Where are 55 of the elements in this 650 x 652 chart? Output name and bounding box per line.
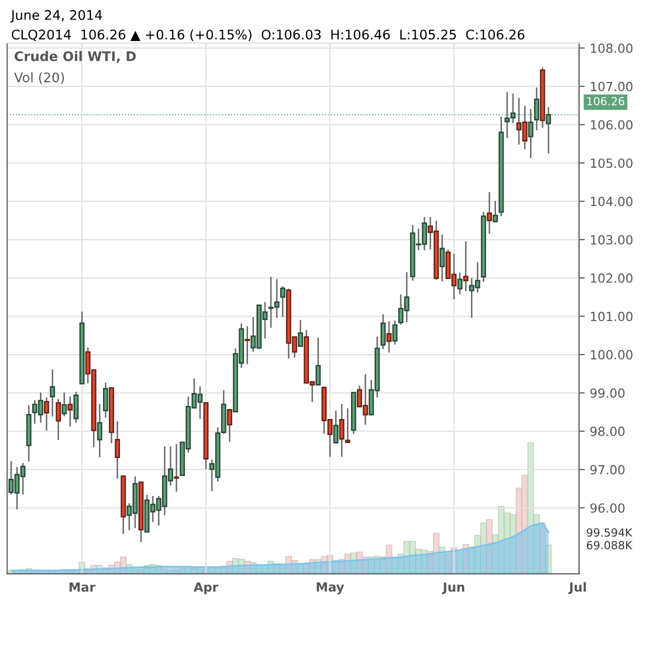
candlestick: [463, 240, 468, 292]
candlestick: [56, 398, 61, 441]
candlestick: [339, 403, 344, 458]
candlestick: [73, 391, 79, 424]
candlestick: [44, 396, 50, 432]
bar: [456, 552, 464, 574]
y-tick-label: 105.00: [590, 158, 632, 168]
y-tick-label: 104.00: [590, 196, 632, 206]
annotation: Vol (20): [14, 72, 64, 84]
y-tick-label: 98.00: [590, 426, 625, 436]
y-tick-label: 103.00: [590, 235, 632, 245]
x-tick-label: May: [316, 582, 344, 594]
candlestick: [103, 382, 108, 418]
candlestick: [386, 320, 392, 354]
chart-subtitle: CLQ2014 106.26 ▲ +0.16 (+0.15%) O:106.03 H:106.46 L:105.25 C:106.26: [12, 29, 524, 42]
y2-tick-label: 69.088K: [586, 541, 632, 550]
candlestick: [345, 408, 350, 444]
candlestick: [174, 444, 180, 492]
candlestick: [440, 234, 445, 282]
candlestick: [62, 392, 67, 417]
candlestick: [50, 368, 56, 418]
y-tick-label: 97.00: [590, 465, 625, 474]
candlestick: [486, 191, 492, 235]
candlestick: [114, 420, 120, 480]
ref-line-label: 106.26: [587, 97, 624, 106]
candlestick: [68, 396, 73, 428]
candlestick: [244, 326, 250, 365]
candlestick: [316, 337, 321, 386]
y-tick-label: 101.00: [590, 312, 632, 322]
y-tick-label: 96.00: [590, 503, 625, 513]
candlestick: [280, 286, 286, 318]
candlestick: [333, 410, 338, 444]
candlestick: [392, 320, 398, 346]
candlestick: [298, 319, 304, 347]
x-tick-label: Jun: [442, 582, 464, 594]
y-tick-label: 102.00: [590, 273, 632, 283]
chart-title: June 24, 2014: [10, 10, 102, 22]
bar: [545, 544, 552, 574]
candlestick: [457, 272, 462, 296]
bar: [486, 519, 493, 574]
y2-tick-label: 99.594K: [586, 528, 632, 537]
bar: [539, 522, 546, 574]
y-tick-label: 100.00: [590, 350, 632, 360]
x-tick-label: Mar: [70, 582, 96, 592]
candlestick: [227, 409, 232, 443]
y-tick-label: 106.00: [590, 120, 632, 130]
x-tick-label: Jul: [568, 582, 586, 594]
candlestick: [97, 403, 102, 458]
x-tick-label: Apr: [194, 582, 218, 594]
annotation: Crude Oil WTI, D: [14, 50, 136, 63]
y-tick-label: 108.00: [590, 43, 632, 53]
candlestick: [380, 314, 386, 350]
y-tick-label: 107.00: [590, 82, 632, 92]
candlestick: [492, 200, 498, 224]
y-tick-label: 99.00: [590, 388, 625, 398]
